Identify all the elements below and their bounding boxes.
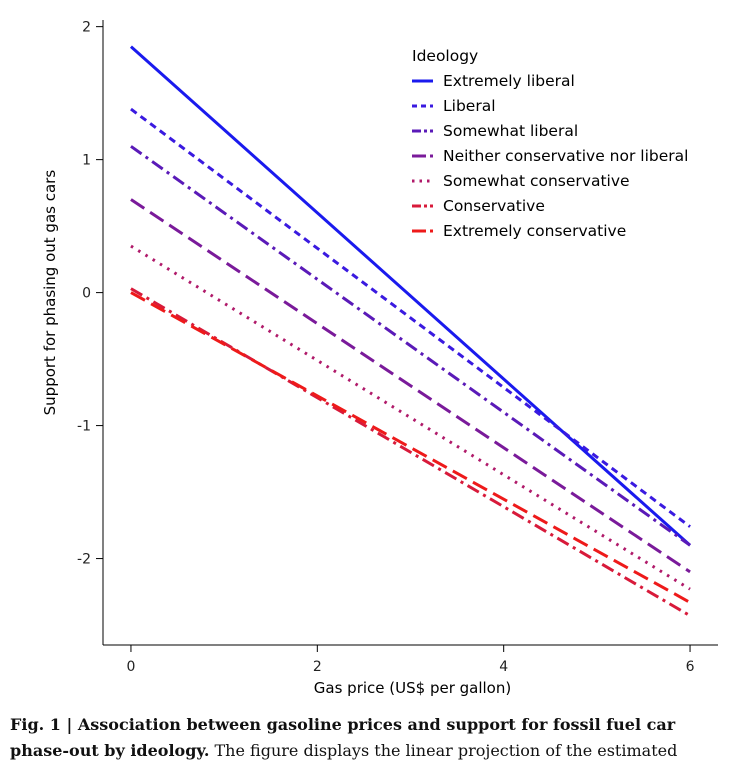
x-tick-label: 4 — [499, 659, 508, 675]
legend-label-0: Extremely liberal — [443, 72, 575, 90]
figure-caption: Fig. 1 | Association between gasoline pr… — [10, 712, 735, 764]
legend-label-4: Somewhat conservative — [443, 172, 630, 190]
y-tick-label: 0 — [82, 286, 91, 302]
y-tick-label: -1 — [77, 419, 91, 435]
y-tick-label: 1 — [82, 153, 91, 169]
legend-label-2: Somewhat liberal — [443, 122, 578, 140]
series-line-2 — [130, 145, 691, 547]
x-axis-title: Gas price (US$ per gallon) — [314, 679, 511, 697]
y-tick-label: -2 — [77, 552, 91, 568]
y-tick-label: 2 — [82, 20, 91, 36]
y-axis-title: Support for phasing out gas cars — [41, 170, 59, 416]
legend-title: Ideology — [412, 47, 478, 65]
caption-title: Fig. 1 | Association between gasoline pr… — [10, 715, 676, 760]
x-tick-label: 0 — [126, 659, 135, 675]
caption-text: The figure displays the linear projectio… — [209, 741, 678, 760]
x-tick-label: 6 — [686, 659, 695, 675]
legend-label-1: Liberal — [443, 97, 496, 115]
series-line-3 — [130, 198, 691, 574]
chart: 0 2 4 6 2 1 0 -1 -2 Gas price (US$ per gallon) Sup… — [41, 20, 718, 697]
legend-label-6: Extremely conservative — [443, 222, 626, 240]
legend-label-3: Neither conservative nor liberal — [443, 147, 688, 165]
series-line-0 — [129, 45, 692, 547]
x-tick-label: 2 — [313, 659, 322, 675]
series-line-6 — [130, 291, 691, 604]
series-line-1 — [130, 107, 691, 528]
legend-label-5: Conservative — [443, 197, 545, 215]
